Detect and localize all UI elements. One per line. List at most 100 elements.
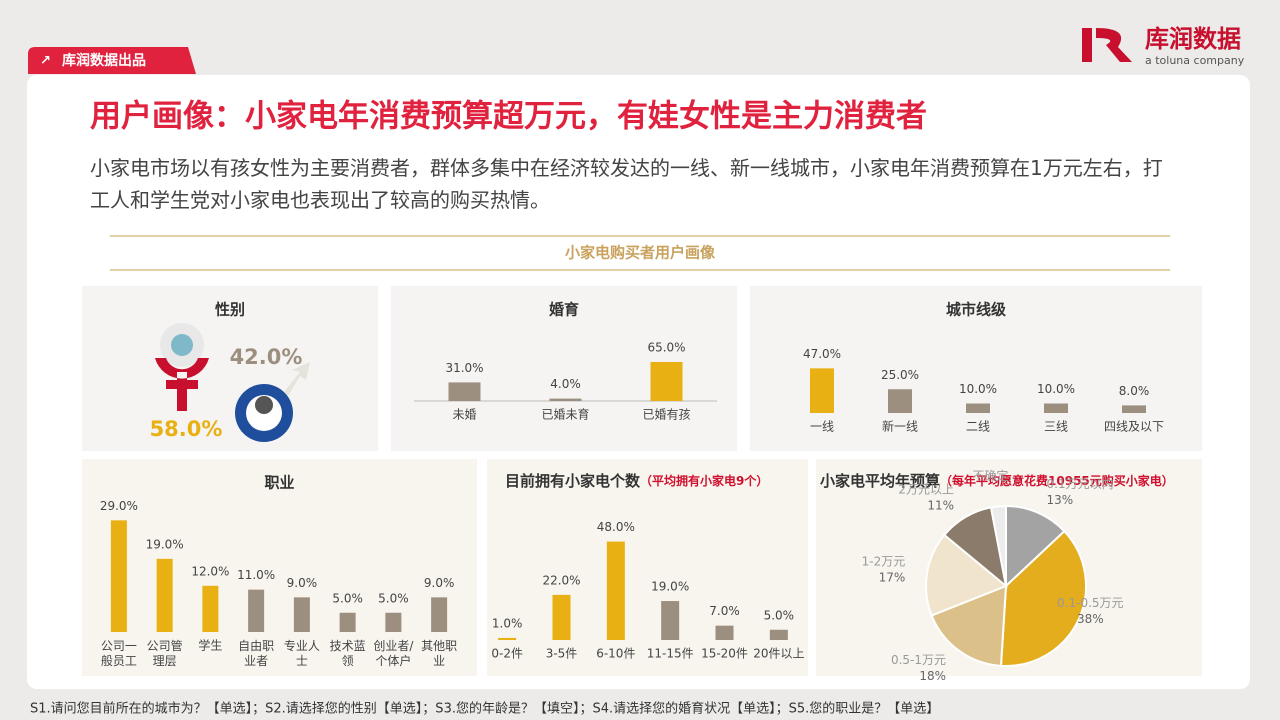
bar: [110, 520, 127, 632]
bar: [448, 382, 481, 401]
pie-slice: [989, 504, 1007, 587]
category-label: 2万元以上: [898, 483, 954, 497]
category-label: 二线: [966, 420, 990, 434]
value-label: 29.0%: [100, 499, 138, 513]
logo-text: 库润数据: [1145, 25, 1241, 53]
value-label: 9.0%: [287, 576, 318, 590]
category-label: 其他职业: [421, 639, 457, 668]
page-title: 用户画像：小家电年消费预算超万元，有娃女性是主力消费者: [90, 99, 927, 135]
category-label: 学生: [198, 638, 222, 653]
value-label: 22.0%: [542, 573, 580, 587]
chart-panel: [82, 286, 378, 451]
value-label: 47.0%: [803, 347, 841, 361]
icon: [255, 396, 273, 414]
footer: S1.请问您目前所在的城市为？【单选】；S2.请选择您的性别【单选】；S3.您的…: [30, 701, 939, 717]
category-label: 11-15件: [647, 647, 694, 661]
chart-title: 婚育: [549, 301, 579, 319]
category-label: 一线: [810, 420, 834, 434]
category-label: 技术蓝领: [330, 639, 366, 668]
chart-title: 目前拥有小家电个数（平均拥有小家电9个）: [505, 472, 768, 490]
pie-slice: [925, 533, 1008, 617]
value-label: 25.0%: [881, 368, 919, 382]
category-label: 20件以上: [753, 647, 804, 661]
category-label: 6-10件: [596, 647, 635, 661]
category-label: 已婚有孩: [642, 408, 690, 422]
chart-title: 职业: [264, 474, 294, 492]
chart-title: 性别: [215, 301, 245, 319]
value-label: 8.0%: [1119, 384, 1150, 398]
chart-title: 城市线级: [946, 301, 1007, 319]
value-label: 19.0%: [651, 580, 689, 594]
value-label: 38%: [1077, 612, 1104, 626]
category-label: 0.1万元以内: [1047, 477, 1114, 491]
bar: [339, 612, 356, 632]
bar: [293, 597, 310, 632]
value-label: 10.0%: [1037, 382, 1075, 396]
value-label: 10.0%: [959, 382, 997, 396]
category-label: 公司一般员工: [101, 639, 137, 668]
logo-tagline: a toluna company: [1145, 54, 1245, 67]
bar: [769, 629, 788, 640]
category-label: 已婚未育: [541, 407, 589, 422]
category-label: 公司管理层: [147, 638, 183, 668]
female-symbol: [155, 323, 209, 411]
description: 小家电市场以有孩女性为主要消费者，群体多集中在经济较发达的一线、新一线城市，小家…: [90, 156, 1163, 212]
category-label: 1-2万元: [862, 555, 906, 569]
icon: [171, 334, 193, 356]
value-label: 58.0%: [150, 417, 223, 441]
chart-annotation: （每年平均愿意花费10955元购买小家电）: [940, 473, 1174, 488]
bar: [810, 368, 834, 413]
bar: [1122, 405, 1146, 413]
value-label: 17%: [879, 571, 906, 585]
category-label: 四线及以下: [1104, 420, 1164, 434]
bar: [248, 589, 265, 632]
chart-title-text: 小家电平均年预算: [820, 472, 940, 490]
category-label: 未婚: [452, 408, 476, 422]
chart-panel: [82, 459, 477, 676]
value-label: 5.0%: [764, 608, 795, 622]
bar: [606, 541, 625, 640]
value-label: 18%: [919, 669, 946, 683]
bar: [1044, 403, 1068, 413]
section-title: 小家电购买者用户画像: [565, 244, 716, 262]
chart-panel: [487, 459, 808, 676]
value-label: 65.0%: [647, 341, 685, 355]
value-label: 5.0%: [332, 591, 363, 605]
brand-tag-bg: [28, 47, 196, 74]
bar: [888, 389, 912, 413]
value-label: 42.0%: [230, 345, 303, 369]
category-label: 3-5件: [546, 647, 578, 661]
bar: [498, 637, 517, 640]
bar: [156, 558, 173, 632]
logo-mark: [1082, 28, 1132, 62]
value-label: 11%: [927, 499, 954, 513]
value-label: 13%: [1047, 493, 1074, 507]
category-label: 创业者/个体户: [373, 639, 414, 668]
pie-slice: [930, 584, 1008, 667]
category-label: 15-20件: [701, 647, 748, 661]
bar: [661, 601, 680, 640]
value-label: 4.0%: [550, 377, 581, 391]
value-label: 9.0%: [424, 576, 455, 590]
value-label: 12.0%: [191, 564, 229, 578]
icon: [155, 358, 209, 411]
value-label: 11.0%: [237, 568, 275, 582]
category-label: 三线: [1044, 420, 1068, 434]
pie-slice: [999, 529, 1087, 667]
category-label: 新一线: [882, 419, 918, 434]
chart-annotation: （平均拥有小家电9个）: [640, 473, 768, 488]
pie-slice: [1005, 504, 1066, 589]
category-label: 0.1-0.5万元: [1057, 596, 1124, 610]
value-label: 5.0%: [378, 591, 409, 605]
value-label: 1.0%: [492, 616, 523, 630]
bar: [966, 403, 990, 413]
brand-tag: 库润数据出品: [62, 52, 146, 69]
male-symbol: [235, 362, 310, 442]
bar: [650, 362, 683, 401]
arrow-icon: ↗: [40, 54, 51, 69]
bar: [549, 398, 582, 401]
value-label: 48.0%: [597, 520, 635, 534]
value-label: 31.0%: [445, 361, 483, 375]
